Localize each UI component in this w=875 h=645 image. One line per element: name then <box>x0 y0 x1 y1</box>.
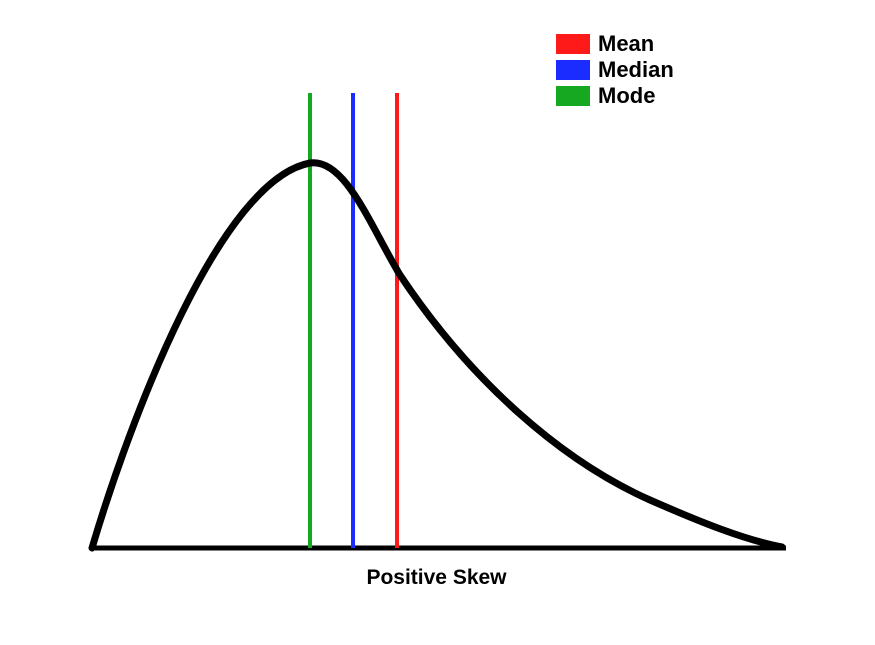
legend-label-median: Median <box>598 57 674 82</box>
caption-container: Positive Skew <box>0 566 875 590</box>
legend-swatch-median <box>556 60 590 80</box>
legend-label-mode: Mode <box>598 83 656 108</box>
legend-label-mean: Mean <box>598 31 655 56</box>
legend-item-median: Median <box>556 59 674 81</box>
legend-item-mode: Mode <box>556 85 655 107</box>
distribution-curve <box>88 159 786 552</box>
diagram-caption: Positive Skew <box>366 566 507 589</box>
legend-item-mean: Mean <box>556 33 654 55</box>
legend-swatch-mode <box>556 86 590 106</box>
legend-swatch-mean <box>556 34 590 54</box>
